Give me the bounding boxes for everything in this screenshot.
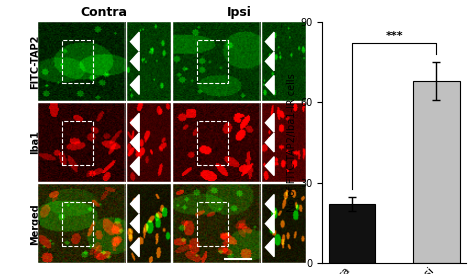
Polygon shape — [130, 195, 139, 213]
Text: Ipsi: Ipsi — [227, 6, 252, 19]
Polygon shape — [130, 214, 139, 233]
Bar — [62, 40, 93, 83]
Polygon shape — [265, 133, 274, 152]
Bar — [197, 202, 227, 246]
Y-axis label: FITC-TAP2: FITC-TAP2 — [30, 34, 40, 89]
Polygon shape — [130, 238, 139, 257]
Polygon shape — [130, 76, 139, 95]
Polygon shape — [265, 113, 274, 132]
Bar — [413, 81, 460, 263]
Y-axis label: Merged: Merged — [30, 203, 40, 244]
Polygon shape — [130, 32, 139, 51]
Bar — [197, 40, 227, 83]
Polygon shape — [265, 195, 274, 213]
Bar — [62, 202, 93, 246]
Polygon shape — [265, 32, 274, 51]
Text: Contra: Contra — [81, 6, 128, 19]
Polygon shape — [265, 214, 274, 233]
Polygon shape — [130, 113, 139, 132]
Polygon shape — [265, 157, 274, 176]
Bar — [329, 204, 375, 263]
Polygon shape — [130, 52, 139, 71]
Y-axis label: Iba1: Iba1 — [30, 130, 40, 155]
Polygon shape — [130, 157, 139, 176]
Text: ***: *** — [385, 31, 403, 41]
Bar — [197, 121, 227, 165]
Polygon shape — [265, 52, 274, 71]
Bar — [62, 121, 93, 165]
Polygon shape — [265, 238, 274, 257]
Polygon shape — [265, 76, 274, 95]
Polygon shape — [130, 133, 139, 152]
Y-axis label: No of FITC-TAP2/Iba1-IR cells: No of FITC-TAP2/Iba1-IR cells — [287, 73, 297, 212]
